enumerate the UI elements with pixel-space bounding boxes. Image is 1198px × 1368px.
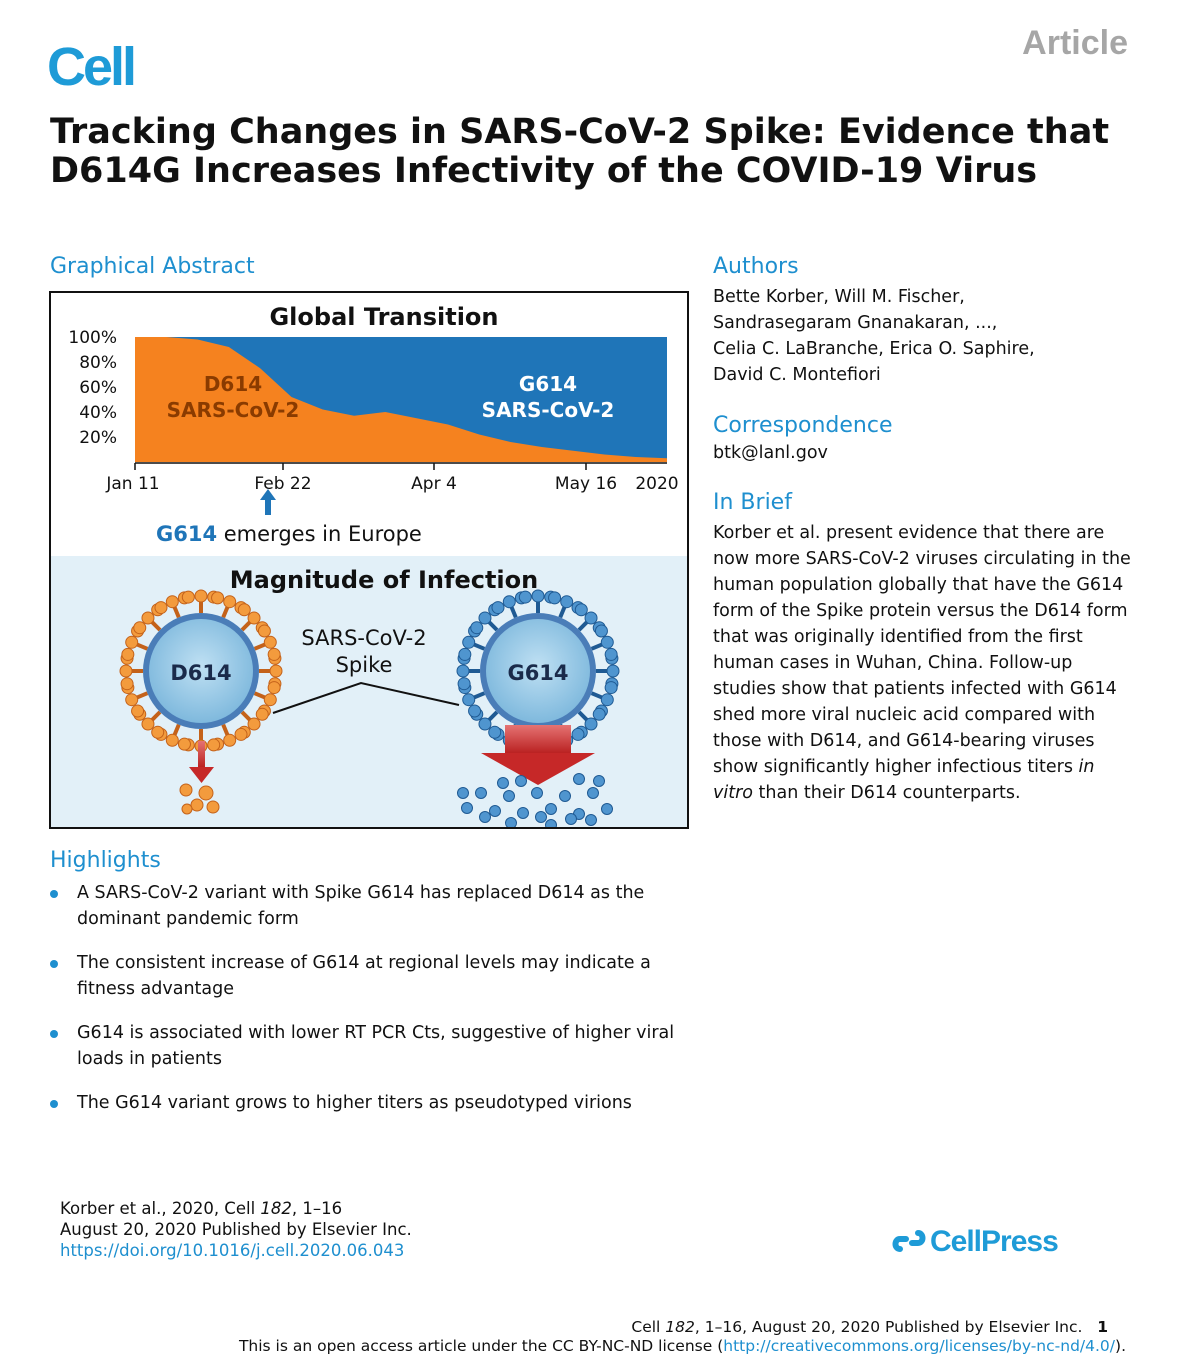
graphical-abstract-figure: Global Transition 100% 80% 60% 40% 20% Jan 1… [51, 303, 687, 827]
article-title: Tracking Changes in SARS-CoV-2 Spike: Ev… [50, 112, 1110, 191]
graphical-abstract-heading: Graphical Abstract [50, 254, 255, 279]
article-type-label: Article [1022, 24, 1128, 62]
d614-area-sublabel: SARS-CoV-2 [167, 398, 300, 422]
y-tick-label: 20% [79, 428, 117, 448]
highlight-item: The G614 variant grows to higher titers … [50, 1090, 690, 1116]
authors-line: David C. Montefiori [713, 365, 881, 385]
d614-area [135, 337, 667, 462]
doi-link[interactable]: https://doi.org/10.1016/j.cell.2020.06.0… [60, 1241, 405, 1260]
global-transition-chart [135, 337, 667, 464]
page-footer: Cell 182, 1–16, August 20, 2020 Publishe… [239, 1318, 1126, 1356]
highlight-item: The consistent increase of G614 at regio… [50, 950, 690, 1002]
magnitude-title: Magnitude of Infection [230, 566, 538, 594]
global-transition-title: Global Transition [269, 303, 498, 331]
cell-journal-logo: Cell [47, 37, 137, 97]
large-output-arrow [481, 725, 595, 785]
g614-area-label: G614 [519, 372, 577, 396]
y-tick-label: 80% [79, 353, 117, 373]
highlight-item: A SARS-CoV-2 variant with Spike G614 has… [50, 880, 690, 932]
x-tick-label: Apr 4 [411, 474, 457, 494]
bullet-icon [50, 960, 58, 968]
in-brief-text: Korber et al. present evidence that ther… [713, 523, 1131, 803]
x-tick-label: Jan 11 [105, 474, 159, 494]
page-number: 1 [1097, 1318, 1108, 1336]
highlights-list: A SARS-CoV-2 variant with Spike G614 has… [50, 880, 690, 1134]
citation-line: August 20, 2020 Published by Elsevier In… [60, 1220, 412, 1239]
spike-sublabel: Spike [336, 653, 393, 677]
correspondence-heading: Correspondence [713, 413, 893, 438]
cellpress-logo: CellPress [892, 1225, 1059, 1259]
x-tick-label: Feb 22 [254, 474, 311, 494]
bullet-icon [50, 1100, 58, 1108]
x-tick-label: May 16 [555, 474, 617, 494]
authors-line: Sandrasegaram Gnanakaran, ..., [713, 313, 998, 333]
d614-virus-label: D614 [170, 661, 231, 685]
spike-label: SARS-CoV-2 [301, 626, 426, 650]
spike-pointer-lines [272, 681, 460, 714]
authors-heading: Authors [713, 254, 799, 279]
highlight-item: G614 is associated with lower RT PCR Cts… [50, 1020, 690, 1072]
footer-line: Cell 182, 1–16, August 20, 2020 Publishe… [631, 1318, 1108, 1336]
emerges-annotation: G614 emerges in Europe [156, 522, 422, 546]
correspondence-email[interactable]: btk@lanl.gov [713, 443, 828, 463]
d614-virus-icon [119, 589, 283, 753]
authors-line: Celia C. LaBranche, Erica O. Saphire, [713, 339, 1035, 359]
footer-license-line: This is an open access article under the… [238, 1337, 1126, 1355]
y-tick-label: 40% [79, 403, 117, 423]
highlights-heading: Highlights [50, 848, 161, 873]
bullet-icon [50, 890, 58, 898]
cellpress-mark-icon [892, 1230, 926, 1252]
citation-block: Korber et al., 2020, Cell 182, 1–16 Augu… [60, 1198, 412, 1261]
small-output-arrow [189, 741, 214, 783]
g614-particles [457, 773, 613, 827]
g614-area-sublabel: SARS-CoV-2 [482, 398, 615, 422]
bullet-icon [50, 1030, 58, 1038]
d614-particles [179, 783, 220, 815]
license-link[interactable]: http://creativecommons.org/licenses/by-n… [723, 1337, 1116, 1355]
d614-area-label: D614 [204, 372, 262, 396]
y-tick-label: 60% [79, 378, 117, 398]
authors-list: Bette Korber, Will M. Fischer, Sandraseg… [713, 284, 1133, 388]
graphical-abstract: Global Transition 100% 80% 60% 40% 20% Jan 1… [49, 291, 689, 829]
g614-virus-label: G614 [507, 661, 568, 685]
emerges-arrow [260, 489, 276, 515]
in-brief-heading: In Brief [713, 490, 792, 515]
citation-line: Korber et al., 2020, Cell 182, 1–16 [60, 1199, 343, 1218]
x-tick-label: 2020 [635, 474, 678, 494]
y-tick-label: 100% [68, 328, 117, 348]
authors-line: Bette Korber, Will M. Fischer, [713, 287, 965, 307]
